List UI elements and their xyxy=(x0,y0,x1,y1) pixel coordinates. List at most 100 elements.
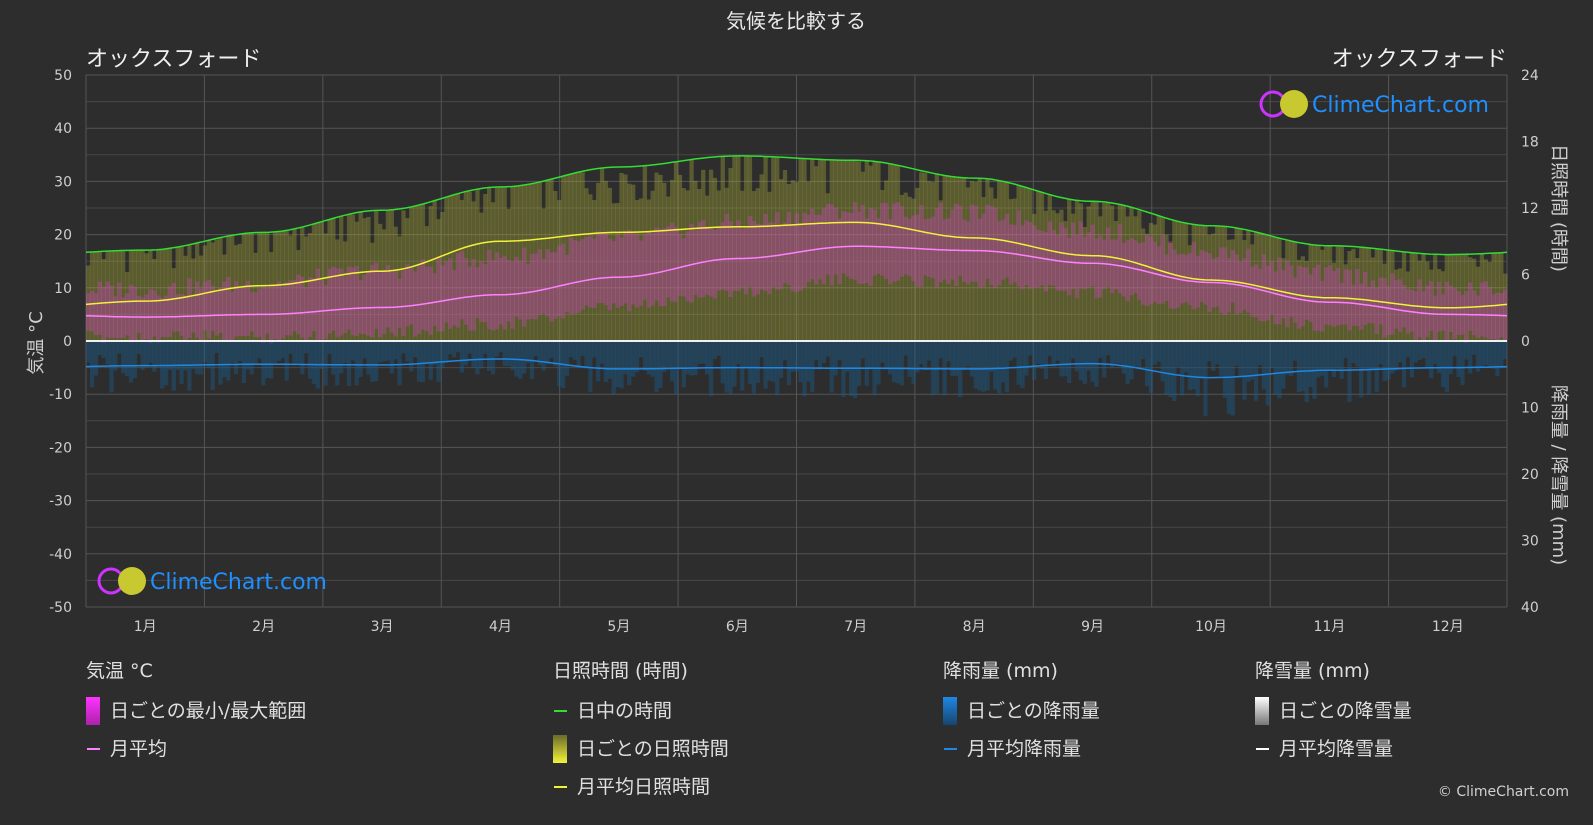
temp-range-bar xyxy=(599,233,605,304)
temp-range-bar xyxy=(226,276,231,340)
temp-range-bar xyxy=(1413,291,1418,340)
rain-daily-bar xyxy=(911,341,916,385)
sunshine-daily-bar xyxy=(179,246,184,341)
temp-range-bar xyxy=(280,286,285,339)
temp-range-bar xyxy=(432,273,437,327)
temp-range-bar xyxy=(451,270,457,326)
sunshine-daily-bar xyxy=(483,193,488,341)
sunshine-daily-bar xyxy=(1164,234,1169,341)
rain-daily-bar xyxy=(1296,341,1302,393)
temp-tick-label: 10 xyxy=(54,281,72,297)
temp-range-bar xyxy=(475,267,480,319)
sunshine-daily-bar xyxy=(1230,239,1235,341)
y-axis-label-right-top: 日照時間 (時間) xyxy=(1548,144,1569,272)
rain-daily-bar xyxy=(1261,341,1267,390)
sunshine-daily-bar xyxy=(728,168,733,341)
daily-bands xyxy=(86,155,1508,417)
temp-range-bar xyxy=(1000,219,1006,280)
rain-daily-bar xyxy=(1277,341,1282,399)
temp-range-bar xyxy=(1051,229,1056,286)
sunshine-daily-bar xyxy=(1106,202,1111,341)
rain-daily-bar xyxy=(689,341,694,376)
sunshine-daily-bar xyxy=(381,229,387,341)
rain-daily-bar xyxy=(1351,341,1356,364)
rain-daily-bar xyxy=(607,341,612,379)
sunshine-daily-bar xyxy=(786,184,792,341)
sunshine-daily-bar xyxy=(195,242,200,341)
rain-daily-bar xyxy=(1133,341,1138,367)
sunshine-daily-bar xyxy=(1390,250,1395,341)
temp-range-bar xyxy=(1047,221,1052,286)
temp-range-bar xyxy=(856,211,862,284)
temp-range-bar xyxy=(222,281,227,341)
temp-range-bar xyxy=(455,253,461,328)
sunshine-daily-bar xyxy=(113,250,118,341)
sunshine-daily-bar xyxy=(1148,222,1154,341)
rain-daily-bar xyxy=(413,341,418,358)
sunshine-daily-bar xyxy=(109,250,114,341)
rain-daily-bar xyxy=(370,341,375,382)
sunshine-daily-bar xyxy=(1327,245,1333,341)
sunshine-daily-bar xyxy=(284,230,289,341)
temp-range-bar xyxy=(1008,224,1013,285)
temp-range-bar xyxy=(459,251,465,320)
temp-range-bar xyxy=(1273,271,1278,325)
rain-daily-bar xyxy=(1475,341,1481,372)
sunshine-daily-bar xyxy=(1335,245,1340,341)
rain-daily-bar xyxy=(732,341,737,387)
rain-daily-bar xyxy=(97,341,102,356)
rain-daily-bar xyxy=(545,341,550,365)
sunshine-daily-bar xyxy=(747,156,753,341)
sunshine-daily-bar xyxy=(845,160,850,341)
temp-range-bar xyxy=(1094,238,1099,299)
temp-range-bar xyxy=(821,208,827,285)
temp-range-bar xyxy=(603,233,609,306)
rain-daily-bar xyxy=(677,341,683,369)
temp-range-bar xyxy=(230,291,235,342)
sunshine-daily-bar xyxy=(891,164,897,341)
y-axis-label-right-bottom: 降雨量 / 降雪量 (mm) xyxy=(1548,385,1569,565)
temp-range-bar xyxy=(1109,239,1115,294)
y-axis-label-left: 気温 °C xyxy=(26,311,47,374)
rain-daily-bar xyxy=(798,341,803,383)
sunshine-daily-bar xyxy=(327,219,332,341)
month-tick-label: 5月 xyxy=(607,619,630,635)
temp-range-bar xyxy=(1362,271,1368,326)
temp-range-bar xyxy=(1324,267,1329,325)
rain-daily-bar xyxy=(467,341,472,354)
sunshine-avg-swatch xyxy=(554,786,567,788)
rain-daily-bar xyxy=(350,341,356,361)
temp-range-bar xyxy=(1020,225,1025,290)
temp-range-bar xyxy=(1351,284,1356,326)
rain-daily-bar xyxy=(666,341,671,367)
rain-daily-bar xyxy=(156,341,161,367)
rain-daily-bar xyxy=(366,341,371,375)
month-tick-label: 8月 xyxy=(963,619,986,635)
sunshine-daily-bar xyxy=(175,247,180,341)
sunshine-daily-bar xyxy=(1215,225,1220,341)
sunshine-daily-bar xyxy=(1495,252,1500,341)
rain-daily-bar xyxy=(331,341,336,375)
temp-range-bar xyxy=(1179,254,1185,304)
temp-range-bar xyxy=(393,270,398,337)
temp-range-bar xyxy=(634,233,640,308)
rain-daily-bar xyxy=(1483,341,1488,366)
temp-range-bar xyxy=(444,261,449,323)
sunshine-daily-bar xyxy=(919,172,924,341)
rain-daily-bar xyxy=(1355,341,1360,367)
sunshine-daily-bar xyxy=(592,199,597,341)
rain-daily-bar xyxy=(1339,341,1344,379)
temp-range-bar xyxy=(86,293,91,331)
rain-daily-bar xyxy=(572,341,577,360)
temp-range-bar xyxy=(833,207,838,275)
sunshine-daily-bar xyxy=(420,204,426,341)
sunshine-daily-bar xyxy=(1429,269,1434,341)
sunshine-daily-bar xyxy=(237,243,243,341)
temp-range-bar xyxy=(1152,241,1158,302)
temp-range-bar xyxy=(124,293,130,336)
temp-range-bar xyxy=(1452,288,1457,339)
temp-range-bar xyxy=(370,264,375,338)
temp-range-bar xyxy=(265,287,270,334)
rain-daily-bar xyxy=(989,341,994,372)
rain-daily-bar xyxy=(1433,341,1438,364)
